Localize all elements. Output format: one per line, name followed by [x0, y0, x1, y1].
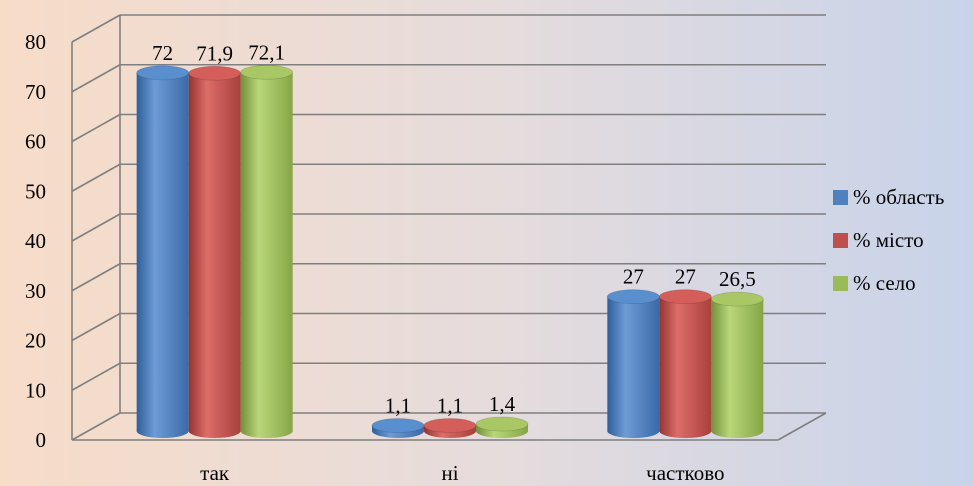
legend-label: % область	[853, 185, 944, 209]
category-label: частково	[646, 461, 724, 485]
gridline-side	[71, 213, 121, 242]
legend-swatch	[833, 233, 848, 248]
gridline-side	[71, 362, 121, 391]
legend-label: % місто	[853, 228, 924, 252]
gridline-side	[71, 312, 121, 342]
bar	[658, 289, 712, 438]
data-label: 27	[675, 265, 696, 289]
gridline-side	[71, 163, 121, 192]
y-tick-label: 10	[25, 378, 46, 402]
category-label: ні	[441, 461, 458, 485]
data-label: 26,5	[719, 267, 756, 291]
gridline-side	[71, 113, 121, 143]
gridline-side	[71, 14, 121, 43]
legend: % область % місто % село	[833, 185, 944, 295]
y-tick-label: 70	[25, 80, 46, 104]
bar	[606, 289, 660, 438]
y-tick-label: 0	[36, 428, 47, 452]
gridline-side	[71, 64, 121, 93]
y-tick-label: 60	[25, 130, 46, 154]
gridline-side	[71, 412, 121, 441]
data-label: 72	[152, 41, 173, 65]
data-label: 27	[623, 265, 644, 289]
bar	[188, 65, 242, 438]
bar	[136, 65, 190, 438]
data-label: 1,1	[385, 394, 411, 418]
legend-label: % село	[853, 271, 916, 295]
category-labels: так ні частково	[200, 461, 724, 485]
category-label: так	[200, 461, 230, 485]
y-tick-label: 30	[25, 279, 46, 303]
data-label: 1,4	[489, 392, 516, 416]
axes	[71, 15, 827, 441]
data-label: 1,1	[437, 394, 463, 418]
bar	[710, 291, 764, 438]
bar	[240, 64, 294, 438]
legend-swatch	[833, 190, 848, 205]
bar	[475, 416, 529, 438]
legend-item: % місто	[833, 228, 924, 252]
y-tick-label: 50	[25, 179, 46, 203]
y-axis-ticks: 0 10 20 30 40 50 60 70 80	[25, 30, 46, 452]
y-tick-label: 40	[25, 229, 46, 253]
y-tick-label: 80	[25, 30, 46, 54]
data-label: 72,1	[248, 40, 285, 64]
y-tick-label: 20	[25, 329, 46, 353]
legend-swatch	[833, 276, 848, 291]
data-label: 71,9	[196, 41, 233, 65]
bar	[371, 418, 425, 438]
legend-item: % село	[833, 271, 916, 295]
data-labels: 72 71,9 72,1 1,1 1,1 1,4 27 27 26,5	[152, 40, 756, 417]
legend-item: % область	[833, 185, 944, 209]
bars	[136, 64, 764, 438]
gridline-side	[71, 263, 121, 292]
bar	[423, 418, 477, 438]
floor-edge	[777, 412, 827, 441]
